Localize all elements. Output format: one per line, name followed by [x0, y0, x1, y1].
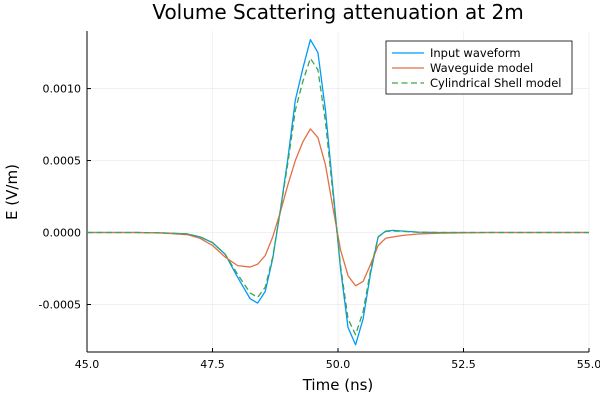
legend-label-waveguide-model: Waveguide model — [430, 61, 533, 75]
x-tick-label: 45.0 — [75, 358, 100, 371]
series-line-waveguide-model — [87, 128, 589, 287]
x-axis-label: Time (ns) — [302, 376, 374, 394]
y-tick-label: -0.0005 — [39, 298, 81, 311]
y-tick-label: 0.0010 — [43, 83, 82, 96]
x-tick-label: 50.0 — [326, 358, 351, 371]
x-tick-label: 47.5 — [200, 358, 225, 371]
chart-title: Volume Scattering attenuation at 2m — [152, 0, 523, 24]
y-tick-label: 0.0000 — [43, 227, 82, 240]
series-layer — [87, 38, 589, 346]
y-axis-label: E (V/m) — [3, 164, 21, 220]
x-tick-label: 55.0 — [577, 358, 600, 371]
legend-label-input-waveform: Input waveform — [430, 46, 521, 60]
legend-label-cylindrical-shell-model: Cylindrical Shell model — [430, 76, 561, 90]
y-ticks: -0.0005 0.0000 0.0005 0.0010 — [39, 83, 91, 311]
series-line-input-waveform — [87, 38, 589, 346]
x-ticks: 45.0 47.5 50.0 52.5 55.0 — [75, 348, 600, 371]
x-tick-label: 52.5 — [451, 358, 476, 371]
y-tick-label: 0.0005 — [43, 155, 82, 168]
